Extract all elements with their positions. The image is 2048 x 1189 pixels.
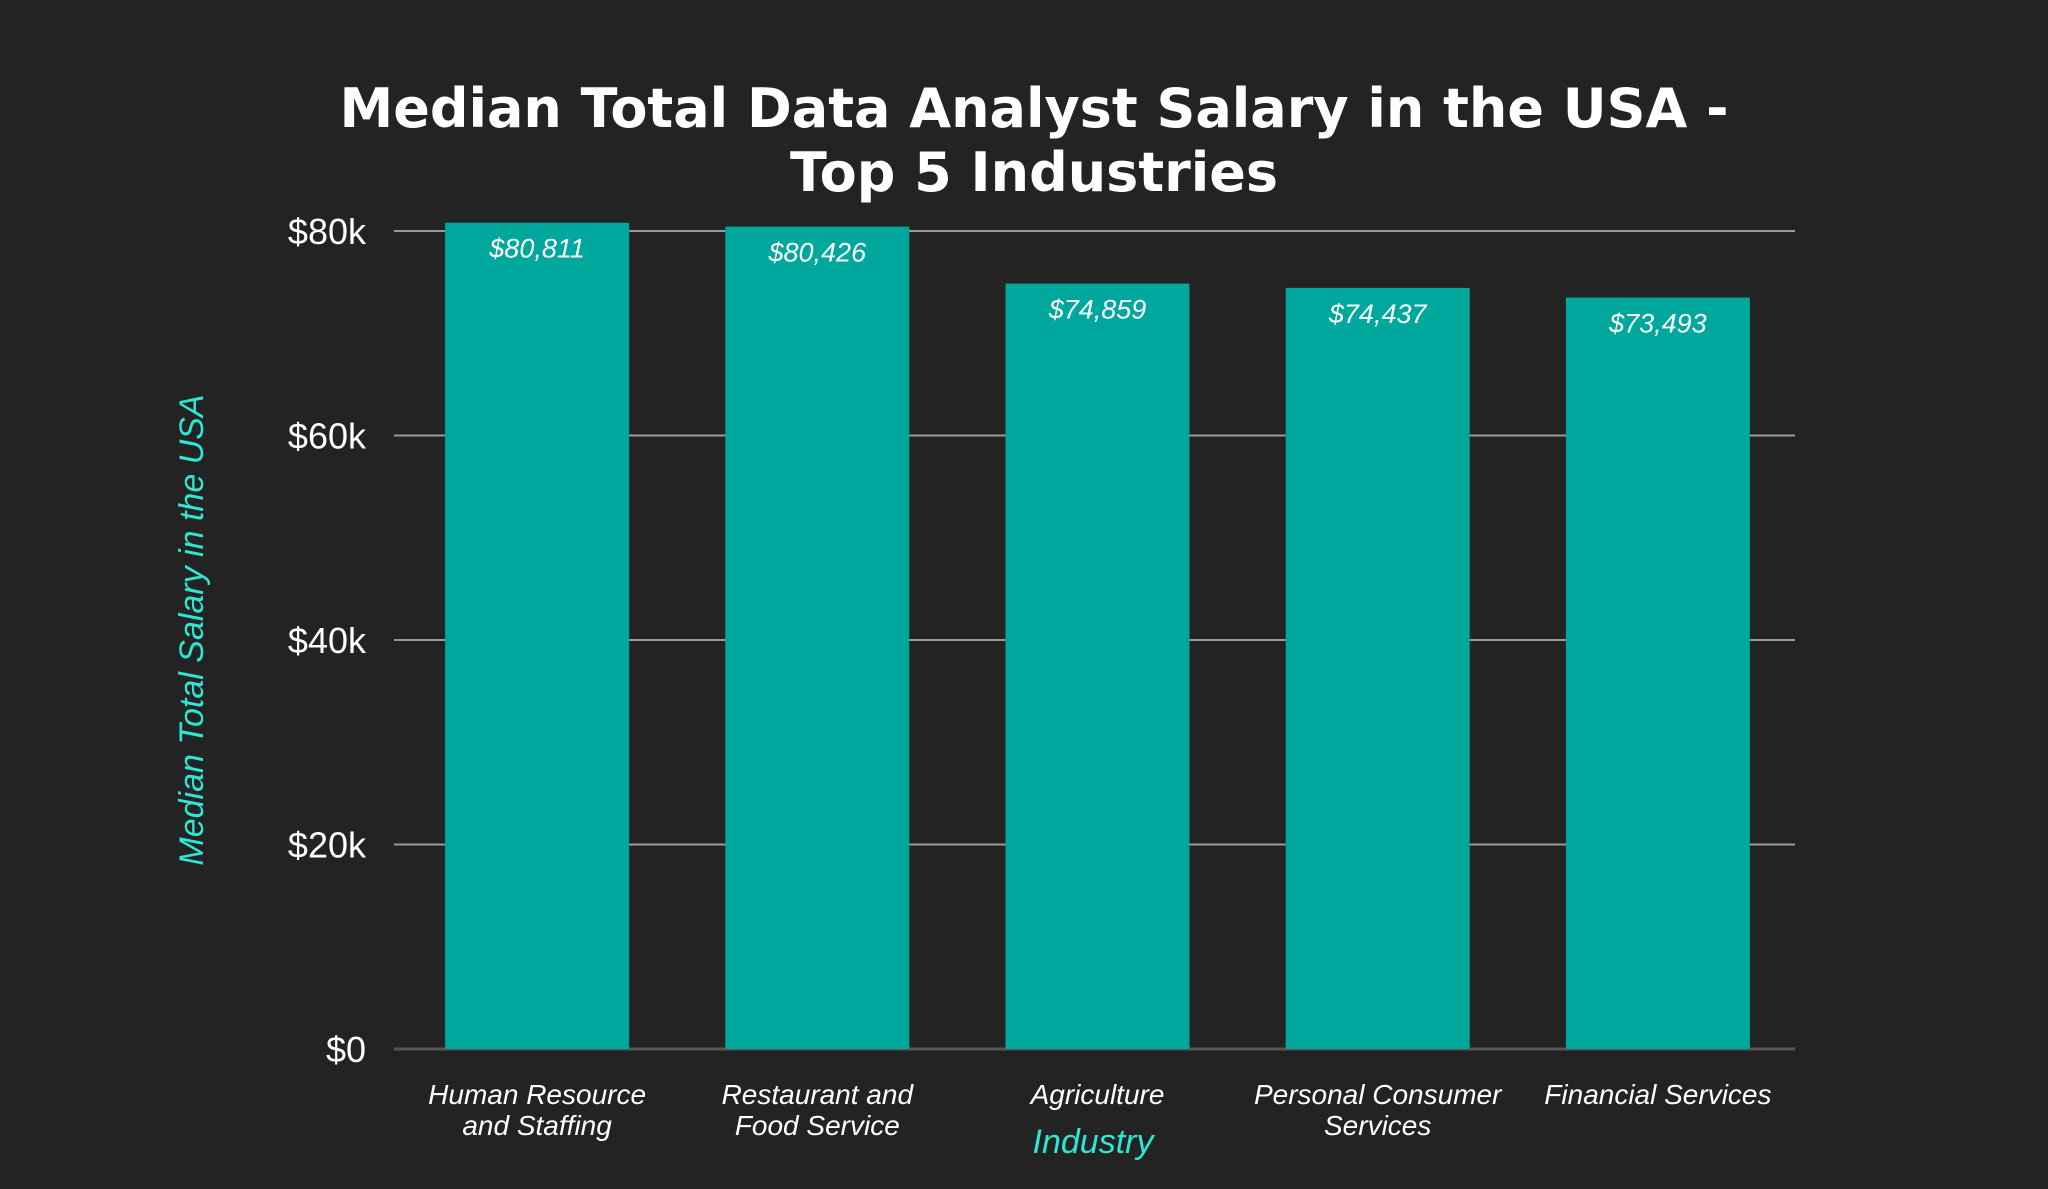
bar bbox=[445, 222, 630, 1049]
x-tick-label: Financial Services bbox=[1544, 1079, 1771, 1110]
bar-value-label: $74,859 bbox=[1048, 295, 1147, 325]
x-tick-label: Human Resource bbox=[428, 1079, 646, 1110]
y-tick-label: $80k bbox=[288, 211, 367, 252]
x-tick-label: Services bbox=[1324, 1110, 1431, 1141]
y-tick-label: $20k bbox=[288, 825, 367, 866]
bar bbox=[1285, 287, 1470, 1049]
bar-value-label: $80,811 bbox=[488, 234, 585, 264]
bar bbox=[1565, 297, 1750, 1050]
bar-value-label: $80,426 bbox=[767, 238, 867, 268]
y-axis-ticks: $0 $20k $40k $60k $80k bbox=[288, 211, 367, 1070]
bar-value-label: $74,437 bbox=[1328, 299, 1428, 329]
y-tick-label: $60k bbox=[288, 416, 367, 457]
bars: $80,811 $80,426 $74,859 $74,437 $73,493 bbox=[445, 222, 1750, 1050]
chart-title-line-2: Top 5 Industries bbox=[790, 141, 1278, 204]
y-tick-label: $40k bbox=[288, 620, 367, 661]
bar-value-label: $73,493 bbox=[1608, 309, 1707, 339]
bar bbox=[1005, 283, 1190, 1049]
x-tick-label: Restaurant and bbox=[722, 1079, 915, 1110]
x-tick-label: and Staffing bbox=[462, 1110, 612, 1141]
x-tick-label: Food Service bbox=[735, 1110, 900, 1141]
y-tick-label: $0 bbox=[326, 1029, 366, 1070]
chart-title-line-1: Median Total Data Analyst Salary in the … bbox=[339, 77, 1728, 140]
x-tick-label: Agriculture bbox=[1029, 1079, 1165, 1110]
y-axis-label: Median Total Salary in the USA bbox=[173, 394, 211, 865]
x-tick-label: Personal Consumer bbox=[1254, 1079, 1503, 1110]
bar bbox=[725, 226, 910, 1049]
x-axis-label: Industry bbox=[1033, 1123, 1156, 1161]
